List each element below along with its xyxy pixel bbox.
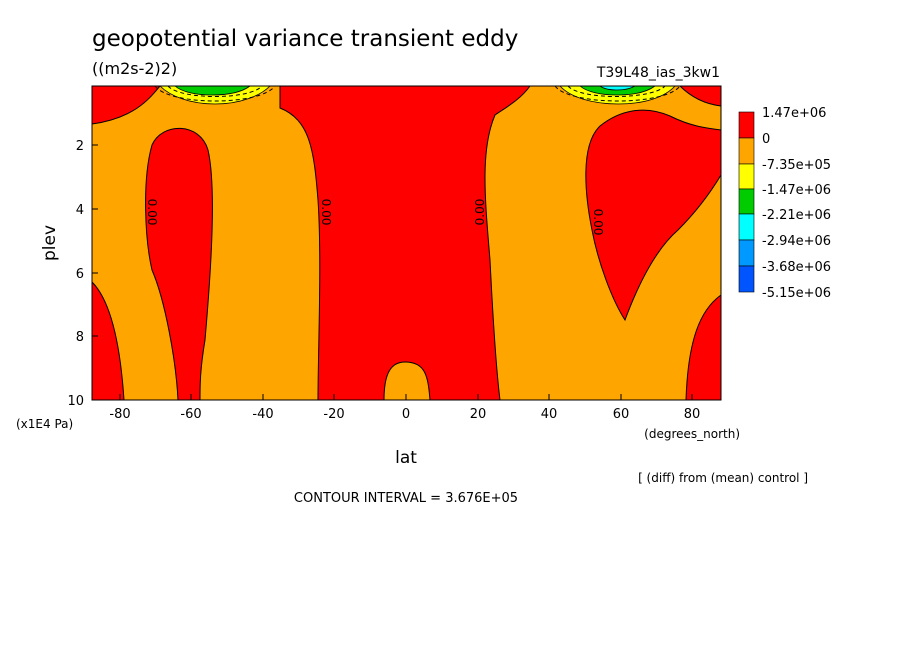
x-axis: -80 -60 -40 -20 0 20 40 60 80 [109, 394, 700, 422]
colorbar [738, 111, 755, 293]
colorbar-swatch-7 [738, 265, 755, 293]
contour-label-2: 0.00 [319, 199, 333, 226]
positive-regions [91, 85, 722, 401]
colorbar-labels: 1.47e+06 0 -7.35e+05 -1.47e+06 -2.21e+06… [762, 106, 831, 301]
dashed-contours [154, 85, 681, 102]
colorbar-swatch-3 [738, 163, 755, 190]
x-tick-label-80: 80 [684, 407, 701, 422]
contour-label-4: 0.00 [591, 209, 605, 236]
colorbar-label-4: -1.47e+06 [762, 183, 831, 198]
experiment-label: T39L48_ias_3kw1 [596, 65, 720, 81]
dashed-contour-right-2 [567, 85, 666, 97]
y-tick-label-2: 2 [76, 139, 84, 154]
y-tick-label-10: 10 [67, 394, 84, 409]
region-red-center [279, 85, 531, 401]
x-tick-label-m40: -40 [252, 407, 273, 422]
contour-label-3: 0.00 [473, 199, 487, 226]
colorbar-label-1: 1.47e+06 [762, 106, 826, 121]
y-axis: 2 4 6 8 10 [67, 139, 98, 409]
chart-title: geopotential variance transient eddy [92, 26, 518, 52]
diff-note: [ (diff) from (mean) control ] [638, 471, 808, 485]
y-tick-label-8: 8 [76, 330, 84, 345]
colorbar-swatch-2 [738, 137, 755, 165]
region-negative-right-core [598, 85, 637, 91]
contour-label-1: 0.00 [145, 199, 159, 226]
region-red-top-left [91, 85, 162, 125]
x-axis-units: (degrees_north) [644, 427, 740, 441]
x-tick-label-m80: -80 [109, 407, 130, 422]
region-negative-left-inner [173, 85, 252, 96]
contour-interval: CONTOUR INTERVAL = 3.676E+05 [294, 491, 518, 506]
x-tick-label-20: 20 [470, 407, 487, 422]
colorbar-swatch-6 [738, 239, 755, 267]
region-negative-right-inner [578, 85, 657, 96]
region-red-right-column [585, 109, 722, 322]
y-axis-label: plev [40, 225, 60, 261]
x-tick-label-40: 40 [541, 407, 558, 422]
x-tick-label-m60: -60 [180, 407, 201, 422]
colorbar-label-7: -3.68e+06 [762, 260, 831, 275]
y-tick-label-4: 4 [76, 203, 84, 218]
colorbar-swatch-1 [738, 111, 755, 139]
y-tick-label-6: 6 [76, 267, 84, 282]
dashed-contour-left-2 [167, 85, 263, 97]
y-axis-units: (x1E4 Pa) [16, 417, 73, 431]
colorbar-label-5: -2.21e+06 [762, 208, 831, 223]
colorbar-label-3: -7.35e+05 [762, 158, 831, 173]
colorbar-swatch-4 [738, 188, 755, 215]
dashed-contour-left-1 [154, 85, 276, 102]
colorbar-label-8: -5.15e+06 [762, 286, 831, 301]
x-tick-label-0: 0 [402, 407, 410, 422]
colorbar-label-2: 0 [762, 132, 770, 147]
x-tick-label-60: 60 [613, 407, 630, 422]
dashed-contour-right-1 [554, 85, 681, 102]
region-red-left-column [145, 127, 213, 401]
colorbar-label-6: -2.94e+06 [762, 234, 831, 249]
x-tick-label-m20: -20 [323, 407, 344, 422]
x-axis-label: lat [395, 448, 417, 468]
units-label: ((m2s-2)2) [92, 59, 177, 78]
colorbar-swatch-5 [738, 213, 755, 241]
